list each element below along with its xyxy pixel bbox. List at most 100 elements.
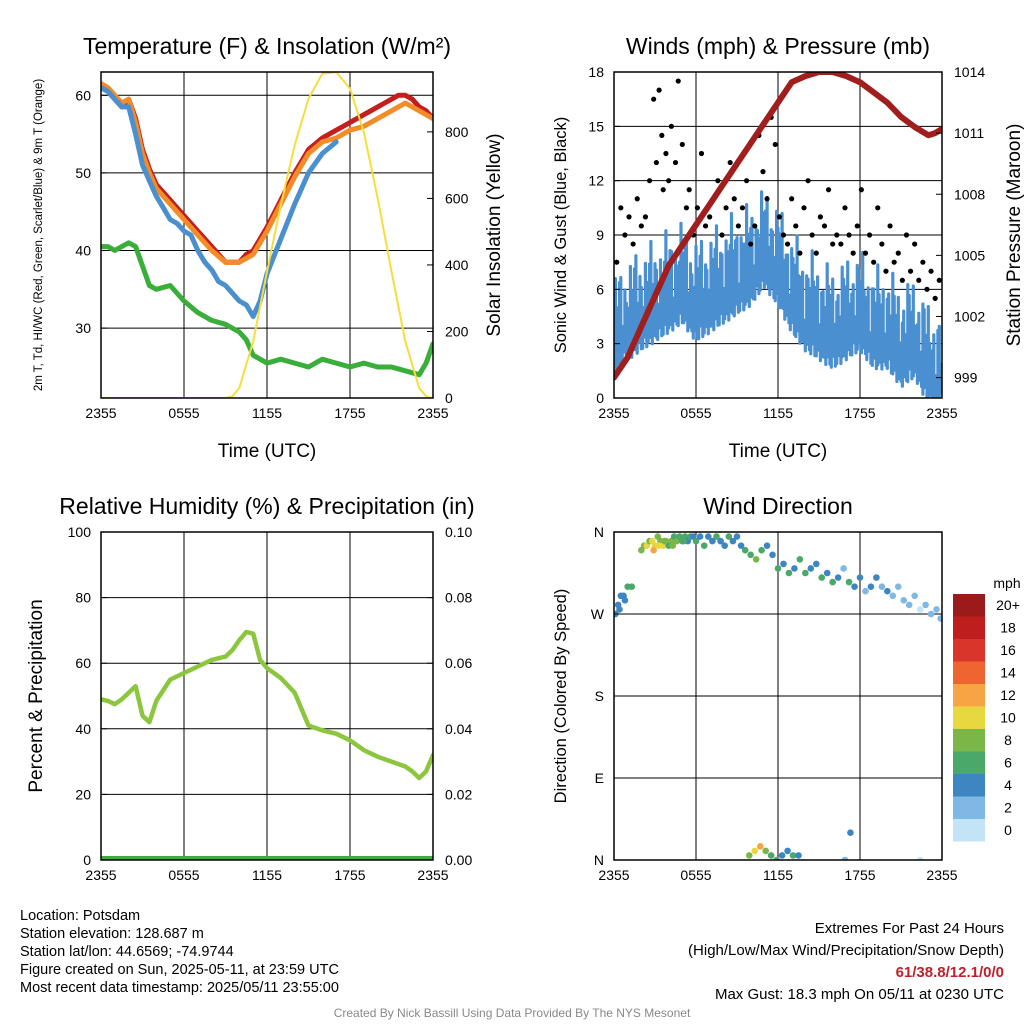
max-gust: Max Gust: 18.3 mph On 05/11 at 0230 UTC [714, 986, 1004, 1003]
plot-border [100, 71, 434, 399]
series-group [101, 72, 433, 398]
direction-point [769, 551, 776, 559]
gust-point [656, 87, 662, 93]
direction-point [692, 537, 700, 545]
x-tick-label: 1755 [844, 405, 875, 421]
gust-point [797, 250, 803, 256]
gust-point [854, 223, 860, 229]
x-tick-label: 1155 [252, 867, 282, 883]
y-tick-label: 12 [588, 173, 604, 189]
gust-point [891, 259, 897, 265]
gust-point [622, 232, 628, 238]
direction-point [669, 542, 677, 549]
direction-point [725, 533, 733, 540]
direction-point [789, 852, 797, 859]
direction-point [851, 583, 858, 590]
gust-point [719, 232, 725, 238]
colorbar-label: 18 [1000, 620, 1016, 636]
colorbar-label: 16 [1000, 642, 1016, 658]
gust-point [660, 187, 666, 193]
y-tick-label: 50 [75, 165, 91, 181]
x-tick-label: 2355 [598, 405, 629, 421]
x-tick-label: 0555 [168, 405, 199, 421]
gust-point [686, 187, 692, 193]
direction-point [873, 574, 880, 581]
gust-point [679, 141, 685, 148]
gust-point [809, 232, 815, 238]
gust-point [932, 295, 938, 301]
gust-point [887, 223, 893, 229]
direction-point [756, 843, 764, 850]
gust-point [903, 232, 910, 238]
direction-point [927, 610, 935, 618]
direction-point [780, 560, 787, 568]
gust-point [821, 223, 828, 229]
temperature-panel: 2355 0555 1155 1755 2355 Temperature (F) & In… [33, 33, 505, 462]
colorbar-swatch [953, 729, 985, 752]
gust-point [659, 132, 665, 138]
direction-point [812, 560, 820, 568]
colorbar-label: 14 [1000, 665, 1016, 681]
direction-point [705, 533, 712, 540]
colorbar-label: 0 [1004, 822, 1012, 838]
x-axis-label: Time (UTC) [729, 441, 828, 462]
gust-point [642, 214, 649, 220]
sustained-wind-line [614, 190, 942, 398]
direction-point [894, 583, 902, 590]
colorbar-swatch [953, 594, 985, 617]
y-tick-label: S [595, 688, 604, 704]
x-axis-label: Time (UTC) [218, 441, 317, 462]
y2-tick-label: 200 [445, 323, 469, 339]
gust-point [846, 232, 852, 238]
station-location: Location: Potsdam [20, 908, 141, 924]
temperature-series-line [101, 85, 339, 319]
pressure-line [614, 72, 942, 381]
gust-point [830, 241, 836, 247]
colorbar-label: 2 [1004, 800, 1012, 816]
x-tick-label: 2355 [85, 867, 116, 883]
colorbar-swatch [953, 661, 985, 684]
gust-point [928, 268, 934, 274]
gust-point [638, 223, 644, 229]
y-axis-label: 2m T, Td, HI/WC (Red, Green, Scarlet/Blu… [33, 79, 45, 391]
direction-point [696, 533, 704, 540]
direction-point [733, 533, 741, 540]
direction-point [922, 601, 929, 609]
colorbar-swatch [953, 751, 985, 774]
direction-point [791, 565, 798, 572]
y2-tick-label: 0.08 [445, 590, 472, 606]
y-tick-label: 100 [68, 524, 92, 540]
direction-point [650, 546, 657, 554]
direction-point [802, 569, 809, 577]
credit-line: Created By Nick Bassill Using Data Provi… [333, 1006, 691, 1020]
temperature-series-line [101, 72, 433, 398]
direction-point [700, 542, 708, 549]
y2-axis-label: Solar Insolation (Yellow) [484, 133, 505, 336]
gust-point [731, 196, 737, 202]
direction-point [807, 565, 815, 572]
y-tick-label: 18 [588, 64, 604, 80]
direction-point [916, 856, 924, 860]
x-tick-label: 1755 [334, 867, 365, 883]
direction-point [763, 542, 771, 549]
y-tick-label: 40 [75, 721, 91, 737]
y2-axis-label: Station Pressure (Maroon) [1004, 124, 1024, 347]
y-tick-label: 30 [75, 320, 91, 336]
x-tick-label: 1755 [334, 405, 365, 421]
y-tick-label: 9 [596, 227, 604, 243]
x-tick-label: 1755 [844, 867, 875, 883]
temperature-series-line [101, 81, 433, 265]
figure-created: Figure created on Sun, 2025-05-11, at 23… [20, 962, 339, 978]
gust-point [776, 214, 782, 220]
y-tick-label: 40 [75, 243, 91, 259]
wind-direction-panel: 2355 0555 1155 1755 2355 Wind Direction N E S W N D… [552, 493, 958, 883]
gust-point [675, 78, 681, 84]
direction-point [795, 852, 802, 859]
y2-tick-label: 1002 [954, 309, 985, 325]
station-latlon: Station lat/lon: 44.6569; -74.9744 [20, 944, 234, 960]
direction-point [680, 537, 687, 545]
gust-point [875, 205, 881, 211]
gust-point [752, 223, 758, 229]
gust-point [817, 214, 823, 220]
